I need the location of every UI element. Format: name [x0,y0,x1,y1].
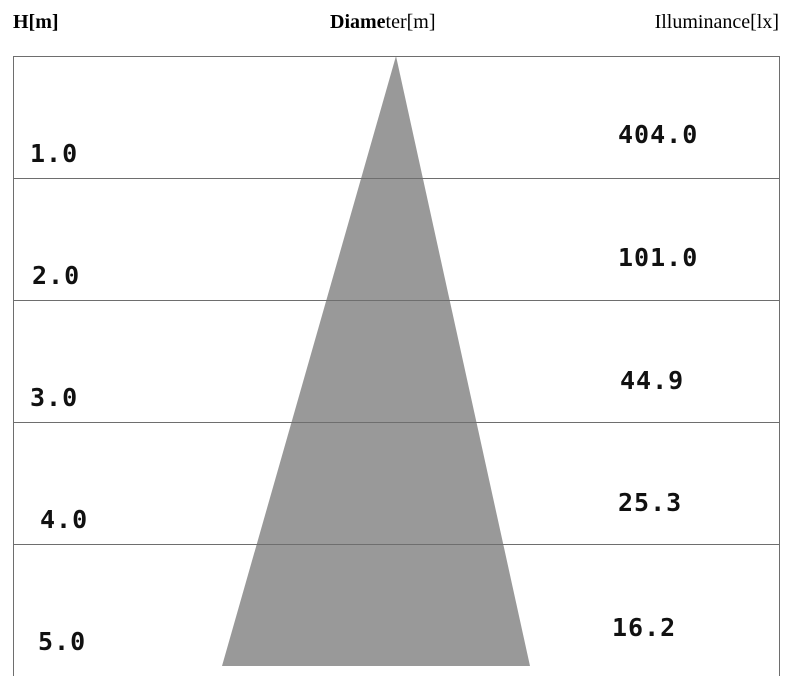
diameter-column-header: Diameter[m] [330,11,436,34]
height-value-4: 4.0 [40,505,89,534]
height-value-2: 2.0 [32,261,81,290]
row-divider [13,178,780,179]
illuminance-value-1: 404.0 [618,120,699,149]
height-column-header: H[m] [13,11,59,33]
row-divider [13,544,780,545]
diameter-header-bold: Diame [330,11,386,33]
height-value-3: 3.0 [30,383,79,412]
table-frame [13,56,780,676]
illuminance-column-header: Illuminance[lx] [654,11,779,33]
illuminance-value-2: 101.0 [618,243,699,272]
row-divider [13,422,780,423]
height-value-5: 5.0 [38,627,87,656]
illuminance-value-4: 25.3 [618,488,683,517]
illuminance-value-3: 44.9 [620,366,685,395]
height-value-1: 1.0 [30,139,79,168]
diameter-header-rest: ter[m] [385,11,436,33]
illuminance-value-5: 16.2 [612,613,677,642]
row-divider [13,300,780,301]
beam-triangle [222,56,530,666]
